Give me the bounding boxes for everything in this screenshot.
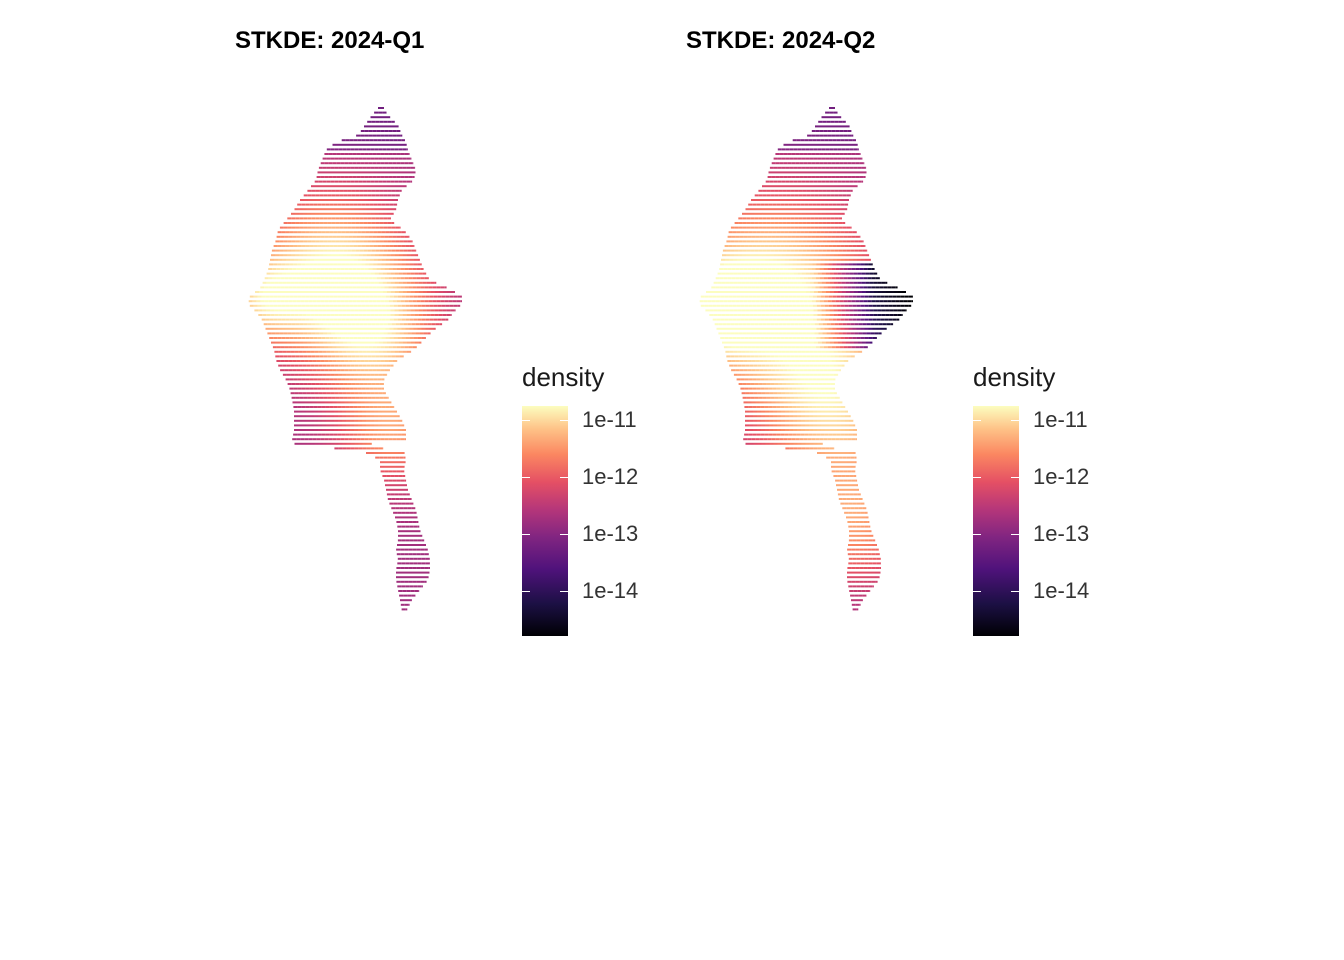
legend-title: density xyxy=(522,362,605,392)
legend-label: 1e-13 xyxy=(1033,521,1090,546)
legend-label: 1e-14 xyxy=(582,578,639,603)
legend-label: 1e-13 xyxy=(582,521,639,546)
panel-title: STKDE: 2024-Q1 xyxy=(235,27,425,54)
legend-label: 1e-14 xyxy=(1033,578,1090,603)
legend-label: 1e-12 xyxy=(582,464,639,489)
density-map xyxy=(248,107,462,611)
density-legend: density 1e-11 1e-12 1e-13 1e-14 xyxy=(522,362,682,652)
legend-title: density xyxy=(973,362,1056,392)
panel-title: STKDE: 2024-Q2 xyxy=(686,27,876,54)
panel-2024-q1: STKDE: 2024-Q1 density 1e-11 1e-12 1e-13… xyxy=(220,0,680,680)
colorbar xyxy=(973,406,1019,636)
legend-label: 1e-11 xyxy=(1033,407,1088,432)
panel-2024-q2: STKDE: 2024-Q2 density 1e-11 1e-12 1e-13… xyxy=(671,0,1131,680)
legend-label: 1e-12 xyxy=(1033,464,1090,489)
density-map xyxy=(699,107,913,611)
legend-label: 1e-11 xyxy=(582,407,637,432)
colorbar xyxy=(522,406,568,636)
density-legend: density 1e-11 1e-12 1e-13 1e-14 xyxy=(973,362,1133,652)
